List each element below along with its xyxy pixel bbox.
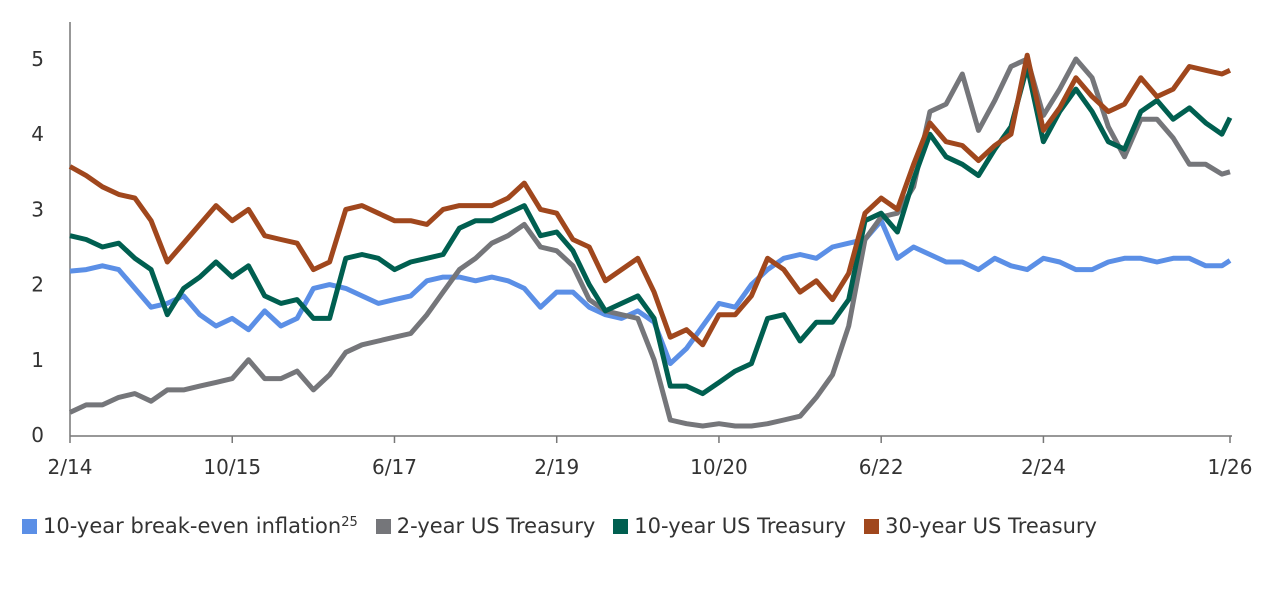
series-line-4 (68, 52, 1232, 348)
legend: 10-year break-even inflation 25 2-year US … (22, 514, 1115, 538)
series-line-1 (69, 218, 1232, 367)
legend-item: 2-year US Treasury (375, 514, 596, 538)
legend-label: 10-year break-even inflation (43, 514, 342, 538)
x-tick-label: 6/17 (372, 455, 417, 479)
y-tick-label: 4 (31, 122, 44, 146)
legend-item: 10-year US Treasury (613, 514, 846, 538)
x-tick-label: 10/15 (203, 455, 261, 479)
legend-swatch (613, 518, 629, 534)
x-tick-label: 2/24 (1021, 455, 1066, 479)
legend-item: 10-year break-even inflation 25 (22, 514, 358, 538)
legend-footnote-ref: 25 (341, 514, 358, 530)
series-line-2 (68, 56, 1231, 429)
series-line-3 (69, 64, 1233, 397)
y-tick-label: 2 (31, 273, 44, 297)
legend-label: 2-year US Treasury (396, 514, 596, 538)
legend-label: 10-year US Treasury (634, 514, 847, 538)
legend-swatch (375, 518, 391, 534)
legend-swatch (864, 518, 880, 534)
y-tick-label: 5 (31, 47, 44, 71)
x-tick-label: 10/20 (690, 455, 748, 479)
y-tick-label: 0 (31, 423, 44, 447)
legend-item: 30-year US Treasury (864, 514, 1097, 538)
x-tick-label: 2/14 (48, 455, 93, 479)
legend-label: 30-year US Treasury (885, 514, 1097, 538)
x-tick-label: 1/26 (1208, 455, 1253, 479)
y-tick-label: 3 (31, 197, 44, 221)
line-chart: 0 1 2 3 4 5 2/14 10/15 6/17 2/19 10/20 6/22 2/24 1/2… (31, 22, 1253, 479)
x-tick-label: 2/19 (534, 455, 579, 479)
legend-swatch (22, 518, 37, 534)
x-tick-label: 6/22 (859, 455, 904, 479)
y-tick-label: 1 (31, 348, 44, 372)
